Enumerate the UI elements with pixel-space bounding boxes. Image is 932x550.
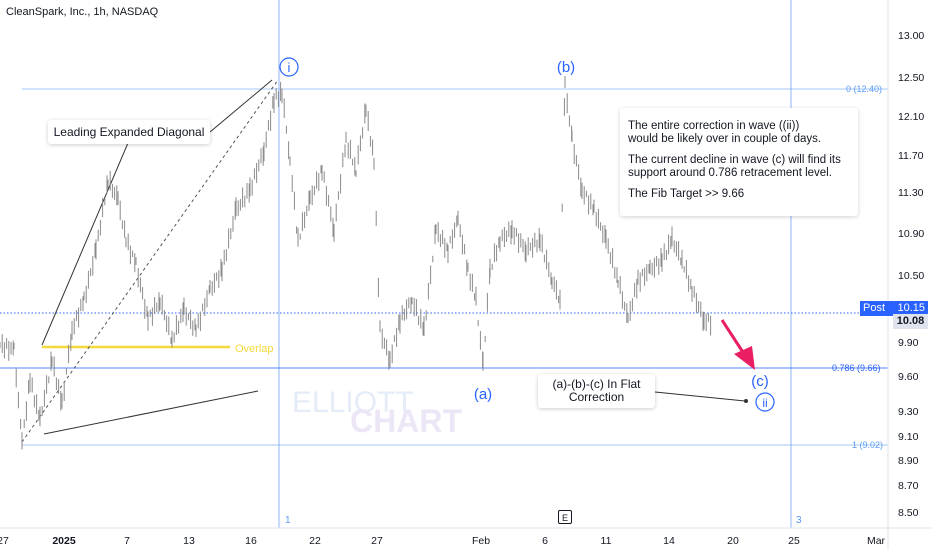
diagonal-callout-pointer <box>209 79 273 133</box>
wave-label-ii: ii <box>755 392 775 412</box>
y-tick-label: 9.30 <box>898 406 919 418</box>
wave-label-b: (b) <box>557 59 575 76</box>
x-tick-label: 11 <box>601 535 612 547</box>
x-tick-label: Mar <box>867 535 886 547</box>
x-axis-ticks: 27 2025 7 13 16 22 27 Feb 6 11 14 20 25 Mar <box>0 535 886 547</box>
y-tick-label: 12.50 <box>898 72 924 84</box>
vertical-marker-label-3: 3 <box>796 515 802 526</box>
y-tick-label: 9.60 <box>898 371 919 383</box>
post-price-badge: Post 10.15 <box>860 301 928 316</box>
y-tick-label: 11.30 <box>898 187 924 199</box>
x-tick-label: 20 <box>727 535 739 547</box>
wave-label-i: i <box>279 57 299 77</box>
y-tick-label: 13.00 <box>898 30 924 42</box>
watermark-elliott: ELLIOTT <box>292 386 414 419</box>
y-tick-label: 10.90 <box>898 228 924 240</box>
fib-label-0786: 0.786 (9.66) <box>832 363 881 373</box>
x-tick-label: 2025 <box>52 535 76 547</box>
chart-title: CleanSpark, Inc., 1h, NASDAQ <box>6 6 159 18</box>
x-tick-label: 6 <box>542 535 548 547</box>
x-tick-label: 14 <box>663 535 675 547</box>
note-paragraph-3: The Fib Target >> 9.66 <box>628 188 745 200</box>
overlap-label: Overlap <box>235 343 274 355</box>
vertical-marker-label-1: 1 <box>285 515 291 526</box>
wave-label-ii-text: ii <box>762 396 767 410</box>
note-paragraph-2: The current decline in wave (c) will fin… <box>628 154 841 179</box>
y-tick-label: 9.10 <box>898 431 919 443</box>
x-tick-label: 13 <box>183 535 195 547</box>
earnings-event-marker[interactable]: E <box>558 510 572 524</box>
x-tick-label: 27 <box>0 535 9 547</box>
flat-callout-pointer <box>654 391 746 402</box>
y-tick-label: 8.70 <box>898 480 919 492</box>
y-tick-label: 10.50 <box>898 270 924 282</box>
target-arrow <box>720 319 755 370</box>
y-tick-label: 12.10 <box>898 111 924 123</box>
post-label: Post <box>863 302 886 314</box>
last-price-badge: 10.08 <box>893 314 928 329</box>
diagonal-callout[interactable]: Leading Expanded Diagonal <box>48 120 210 144</box>
flat-callout-dot <box>744 399 748 403</box>
x-tick-label: 7 <box>124 535 130 547</box>
flat-correction-callout[interactable]: (a)-(b)-(c) In Flat Correction <box>538 374 655 408</box>
post-value: 10.15 <box>897 302 925 314</box>
diagonal-lower-line <box>43 390 259 435</box>
x-tick-label: 27 <box>371 535 383 547</box>
ohlc-bars <box>0 76 712 450</box>
diagonal-upper-line <box>41 142 129 346</box>
x-tick-label: Feb <box>472 535 490 547</box>
analysis-note[interactable]: The entire correction in wave ((ii)) wou… <box>620 108 858 216</box>
x-tick-label: 25 <box>788 535 800 547</box>
fib-label-0: 0 (12.40) <box>846 84 882 94</box>
wave-label-a: (a) <box>474 386 492 403</box>
x-tick-label: 16 <box>245 535 257 547</box>
y-tick-label: 11.70 <box>898 150 924 162</box>
wave-label-i-text: i <box>288 60 291 75</box>
note-paragraph-1: The entire correction in wave ((ii)) wou… <box>628 120 822 145</box>
wave-label-c: (c) <box>751 373 769 390</box>
y-tick-label: 8.50 <box>898 507 919 519</box>
y-tick-label: 8.90 <box>898 455 919 467</box>
y-axis-ticks: 13.00 12.50 12.10 11.70 11.30 10.90 10.50 9.90 9… <box>898 30 924 519</box>
x-tick-label: 22 <box>309 535 321 547</box>
diagonal-dashed-line <box>21 79 279 443</box>
fib-label-1: 1 (9.02) <box>852 440 883 450</box>
watermark-chart: CHART <box>350 403 462 439</box>
y-tick-label: 9.90 <box>898 337 919 349</box>
